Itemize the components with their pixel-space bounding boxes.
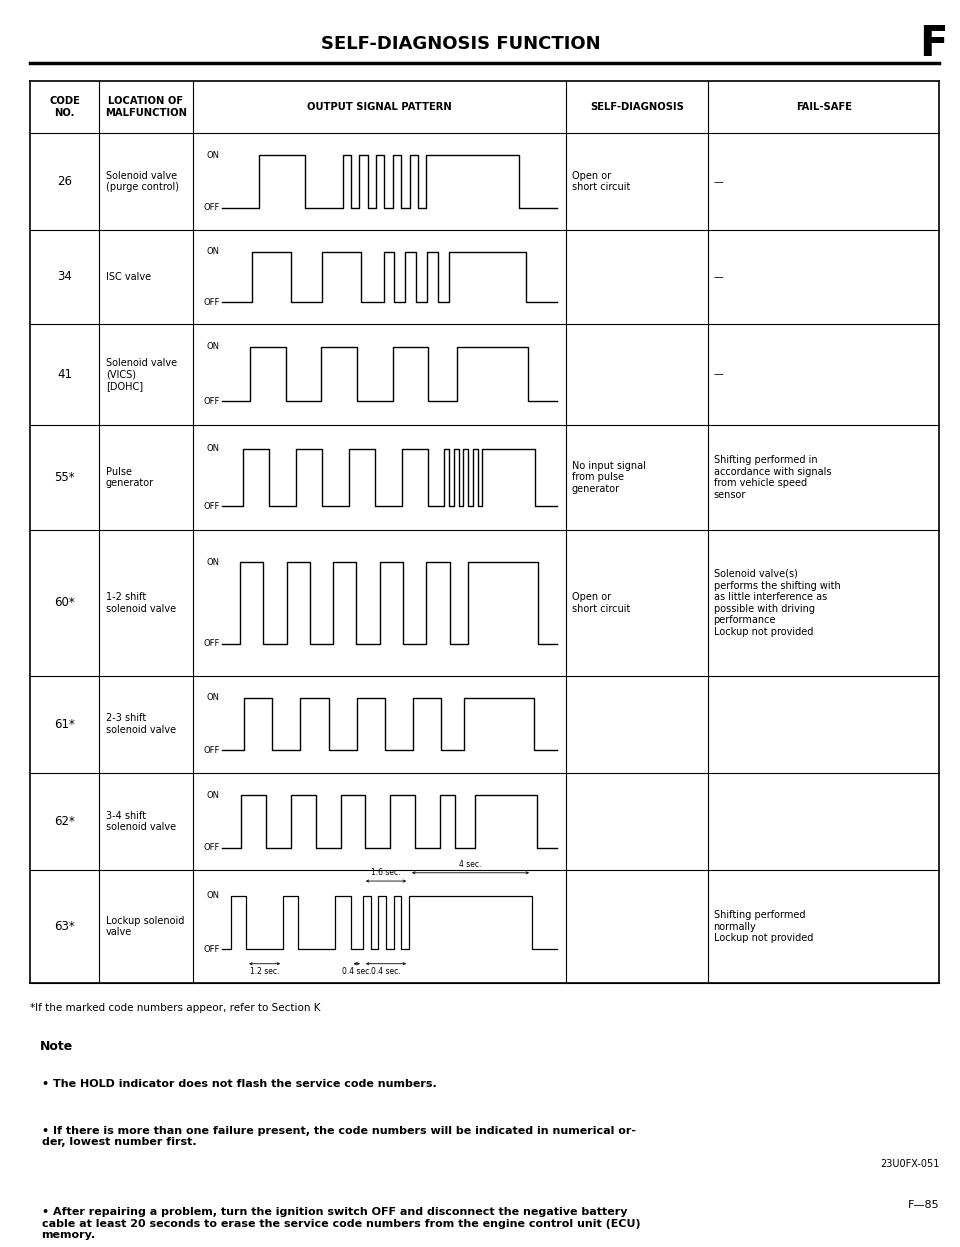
Text: F: F xyxy=(920,24,948,65)
Text: OFF: OFF xyxy=(204,843,220,852)
Text: Lockup solenoid
valve: Lockup solenoid valve xyxy=(106,915,184,938)
Text: 60*: 60* xyxy=(54,596,75,610)
Text: Shifting performed in
accordance with signals
from vehicle speed
sensor: Shifting performed in accordance with si… xyxy=(713,455,831,500)
Text: 4 sec.: 4 sec. xyxy=(459,860,482,869)
Text: *If the marked code numbers appeor, refer to Section K: *If the marked code numbers appeor, refe… xyxy=(30,1003,321,1013)
Text: SELF-DIAGNOSIS: SELF-DIAGNOSIS xyxy=(590,102,684,112)
Text: 1.2 sec.: 1.2 sec. xyxy=(250,968,279,976)
Text: 63*: 63* xyxy=(54,920,75,933)
Text: CODE
NO.: CODE NO. xyxy=(49,96,80,118)
Text: Note: Note xyxy=(39,1040,73,1052)
Text: 55*: 55* xyxy=(55,471,75,484)
Text: Pulse
generator: Pulse generator xyxy=(106,466,154,489)
Text: 34: 34 xyxy=(58,271,72,283)
Text: 23U0FX-051: 23U0FX-051 xyxy=(880,1158,940,1168)
Text: 2-3 shift
solenoid valve: 2-3 shift solenoid valve xyxy=(106,713,176,734)
Text: 41: 41 xyxy=(57,368,72,380)
Text: 26: 26 xyxy=(57,175,72,188)
Text: 1-2 shift
solenoid valve: 1-2 shift solenoid valve xyxy=(106,592,176,614)
Text: • After repairing a problem, turn the ignition switch OFF and disconnect the neg: • After repairing a problem, turn the ig… xyxy=(41,1207,640,1241)
Text: Solenoid valve
(purge control): Solenoid valve (purge control) xyxy=(106,171,179,192)
Text: Open or
short circuit: Open or short circuit xyxy=(572,171,631,192)
Text: —: — xyxy=(713,177,723,187)
Text: ON: ON xyxy=(206,247,220,257)
Text: OFF: OFF xyxy=(204,501,220,511)
Text: OUTPUT SIGNAL PATTERN: OUTPUT SIGNAL PATTERN xyxy=(307,102,452,112)
Text: Solenoid valve
(VICS)
[DOHC]: Solenoid valve (VICS) [DOHC] xyxy=(106,358,177,390)
Text: Shifting performed
normally
Lockup not provided: Shifting performed normally Lockup not p… xyxy=(713,910,813,943)
Text: OFF: OFF xyxy=(204,945,220,954)
Text: Solenoid valve(s)
performs the shifting with
as little interference as
possible : Solenoid valve(s) performs the shifting … xyxy=(713,569,840,637)
Text: 61*: 61* xyxy=(54,717,75,731)
Text: Open or
short circuit: Open or short circuit xyxy=(572,592,631,614)
Text: OFF: OFF xyxy=(204,203,220,212)
Text: LOCATION OF
MALFUNCTION: LOCATION OF MALFUNCTION xyxy=(105,96,187,118)
Text: —: — xyxy=(713,369,723,379)
Text: FAIL-SAFE: FAIL-SAFE xyxy=(796,102,852,112)
Text: ON: ON xyxy=(206,444,220,453)
Text: OFF: OFF xyxy=(204,397,220,407)
Text: 1.6 sec.: 1.6 sec. xyxy=(372,868,400,878)
Text: —: — xyxy=(713,272,723,282)
Text: • The HOLD indicator does not flash the service code numbers.: • The HOLD indicator does not flash the … xyxy=(41,1079,437,1089)
Text: ISC valve: ISC valve xyxy=(106,272,151,282)
Text: OFF: OFF xyxy=(204,298,220,307)
Text: ON: ON xyxy=(206,892,220,900)
Text: ON: ON xyxy=(206,151,220,160)
Text: ON: ON xyxy=(206,557,220,567)
Text: ON: ON xyxy=(206,693,220,702)
Text: No input signal
from pulse
generator: No input signal from pulse generator xyxy=(572,461,646,494)
Text: ON: ON xyxy=(206,791,220,799)
Text: 0.4 sec.: 0.4 sec. xyxy=(342,968,372,976)
Text: OFF: OFF xyxy=(204,746,220,754)
Text: F—85: F—85 xyxy=(908,1200,940,1210)
Text: OFF: OFF xyxy=(204,638,220,648)
Text: 0.4 sec.: 0.4 sec. xyxy=(372,968,401,976)
Text: 62*: 62* xyxy=(54,814,75,828)
Text: 3-4 shift
solenoid valve: 3-4 shift solenoid valve xyxy=(106,811,176,832)
Text: ON: ON xyxy=(206,343,220,352)
Text: SELF-DIAGNOSIS FUNCTION: SELF-DIAGNOSIS FUNCTION xyxy=(321,35,601,54)
Text: • If there is more than one failure present, the code numbers will be indicated : • If there is more than one failure pres… xyxy=(41,1126,636,1147)
